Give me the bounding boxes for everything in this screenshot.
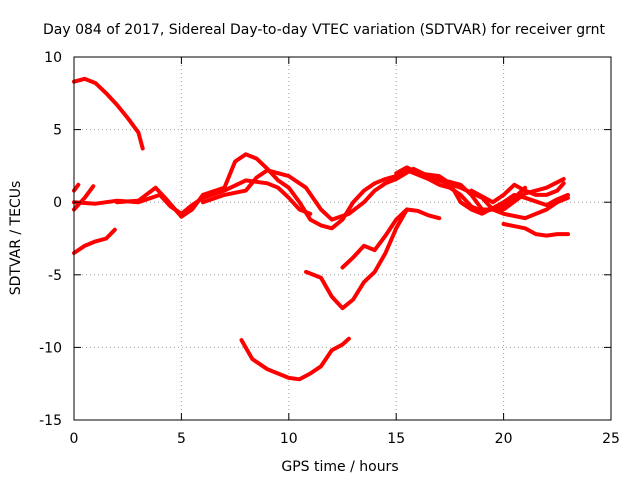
series-track-11	[437, 178, 570, 221]
series-track-4	[72, 184, 96, 212]
plot-frame	[73, 56, 612, 421]
series-group	[72, 76, 570, 382]
chart-title: Day 084 of 2017, Sidereal Day-to-day VTE…	[43, 22, 605, 38]
x-tick-label: 25	[602, 431, 620, 447]
series-track-1	[72, 76, 145, 151]
series-track-9	[304, 207, 409, 311]
series-track-10	[239, 336, 351, 382]
series-track-3	[72, 182, 81, 193]
x-tick-label: 5	[177, 431, 186, 447]
x-tick-label: 0	[70, 431, 79, 447]
series-track-12	[501, 222, 570, 238]
ticks: 0 5 10 15 20 25 -15 -10 -5 0 5 10	[39, 50, 620, 447]
series-track-8	[340, 207, 442, 270]
x-axis-label: GPS time / hours	[281, 459, 398, 475]
y-tick-label: -5	[48, 268, 62, 284]
x-tick-label: 20	[495, 431, 513, 447]
y-tick-label: 0	[53, 195, 62, 211]
series-track-14	[394, 165, 570, 216]
x-tick-label: 10	[280, 431, 298, 447]
series-track-7	[200, 166, 566, 222]
series-track-6	[115, 152, 528, 231]
series-track-2	[72, 227, 117, 255]
grid	[74, 57, 611, 420]
y-tick-label: 10	[44, 50, 62, 66]
y-tick-label: -10	[39, 340, 62, 356]
y-axis-label: SDTVAR / TECUs	[8, 181, 24, 296]
y-tick-label: -15	[39, 413, 62, 429]
x-tick-label: 15	[387, 431, 405, 447]
series-track-13	[469, 181, 566, 205]
y-tick-label: 5	[53, 123, 62, 139]
